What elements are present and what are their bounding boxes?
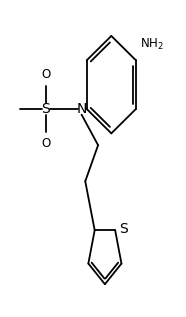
- Text: S: S: [41, 102, 50, 116]
- Text: S: S: [119, 222, 128, 236]
- Text: O: O: [41, 68, 50, 81]
- Text: O: O: [41, 137, 50, 150]
- Text: NH$_2$: NH$_2$: [140, 37, 164, 52]
- Text: N: N: [76, 102, 87, 116]
